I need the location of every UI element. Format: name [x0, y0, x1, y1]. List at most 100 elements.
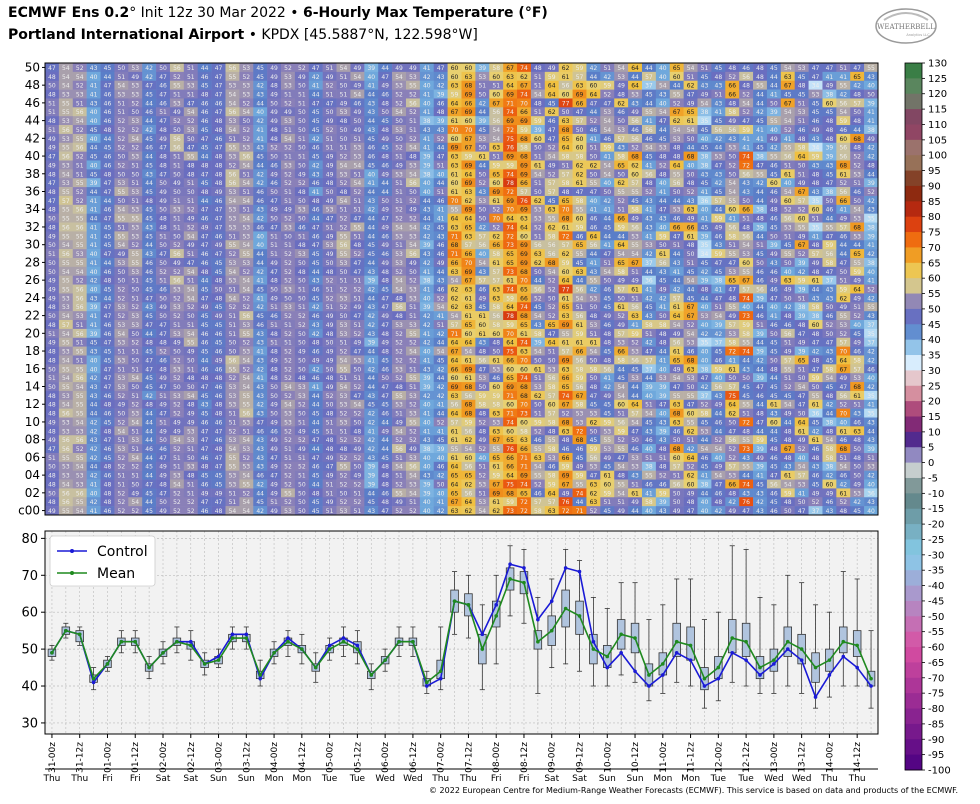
heat-cell-label: 40: [367, 171, 375, 178]
heat-cell-label: 53: [173, 286, 181, 293]
heat-cell-label: 44: [312, 419, 320, 426]
heat-cell-label: 63: [784, 278, 792, 285]
heat-cell: [794, 98, 809, 108]
heat-cell-label: 40: [423, 402, 431, 409]
heat-cell-label: 49: [215, 242, 223, 249]
heat-cell-label: 67: [492, 100, 500, 107]
heat-cell: [72, 151, 87, 161]
heat-cell-label: 48: [326, 180, 334, 187]
heat-cell: [308, 142, 323, 152]
heat-cell-label: 43: [645, 216, 653, 223]
heat-cell-label: 46: [784, 322, 792, 329]
heat-cell: [475, 71, 490, 82]
heat-cell-label: 52: [839, 402, 847, 409]
heat-cell-label: 59: [562, 260, 570, 267]
heat-cell: [294, 71, 310, 82]
heat-cell-label: 58: [701, 411, 709, 418]
heat-cell-label: 48: [701, 286, 709, 293]
heat-cell-label: 48: [826, 118, 834, 125]
heat-cell: [489, 80, 504, 90]
heat-cell-label: 61: [687, 233, 695, 240]
heat-cell: [156, 133, 171, 144]
heat-cell-label: 53: [284, 74, 292, 81]
heat-cell-label: 68: [562, 127, 570, 134]
heat-cell-label: 44: [631, 384, 639, 391]
heat-cell-label: 50: [326, 366, 334, 373]
heat-cell-label: 68: [465, 402, 473, 409]
heat-cell-label: 54: [187, 393, 195, 400]
heat-cell-label: 56: [784, 331, 792, 338]
heat-cell-label: 52: [354, 251, 362, 258]
heat-cell: [58, 89, 74, 99]
heat-cell: [45, 142, 60, 152]
heat-cell-label: 47: [104, 340, 112, 347]
heat-cell: [86, 98, 101, 108]
heat-cell-label: 52: [839, 180, 847, 187]
heat-cell: [544, 133, 559, 144]
heat-cell-label: 46: [381, 251, 389, 258]
heat-cell-label: 57: [784, 357, 792, 364]
heat-cell-label: 54: [62, 242, 70, 249]
heat-cell-label: 41: [867, 402, 875, 409]
heat-cell-label: 62: [631, 162, 639, 169]
heat-cell-label: 41: [423, 269, 431, 276]
heat-cell-label: 49: [812, 260, 820, 267]
heat-cell-label: 50: [173, 171, 181, 178]
heat-cell-label: 54: [118, 331, 126, 338]
heat-cell-label: 74: [742, 154, 750, 161]
heat-cell-label: 57: [631, 180, 639, 187]
heat-cell-label: 51: [76, 357, 84, 364]
heat-cell-label: 45: [784, 393, 792, 400]
heat-cell-label: 38: [812, 313, 820, 320]
heat-cell: [725, 80, 740, 90]
heat-cell-label: 49: [48, 295, 56, 302]
heat-cell-label: 61: [673, 304, 681, 311]
heat-cell: [697, 63, 712, 73]
heat-cell-label: 58: [617, 357, 625, 364]
heat-cell-label: 51: [229, 286, 237, 293]
heat-cell-label: 47: [104, 304, 112, 311]
heat-cell-label: 52: [326, 393, 334, 400]
heat-cell-label: 59: [603, 419, 611, 426]
heat-cell-label: 51: [284, 340, 292, 347]
heat-cell-label: 56: [839, 154, 847, 161]
heat-cell-label: 50: [48, 366, 56, 373]
heat-cell: [58, 107, 74, 117]
heat-cell: [739, 71, 754, 82]
heat-cell-label: 53: [340, 109, 348, 116]
heat-cell-label: 66: [562, 375, 570, 382]
heat-cell-label: 45: [145, 92, 153, 99]
heat-cell-label: 46: [576, 233, 584, 240]
heat-cell: [586, 142, 601, 152]
heat-cell: [239, 89, 254, 99]
heat-cell-label: 47: [159, 171, 167, 178]
heat-cell-label: 50: [270, 216, 278, 223]
heat-cell-label: 42: [645, 295, 653, 302]
heat-cell-label: 62: [520, 74, 528, 81]
heat-cell-label: 47: [381, 304, 389, 311]
heat-cell-label: 43: [256, 145, 264, 152]
heat-cell: [156, 63, 171, 73]
heat-cell: [780, 142, 795, 152]
heat-cell-label: 45: [367, 136, 375, 143]
heat-cell-label: 53: [229, 402, 237, 409]
heat-cell-label: 48: [853, 145, 861, 152]
heat-cell-label: 49: [48, 278, 56, 285]
heat-cell-label: 53: [62, 304, 70, 311]
heat-cell-label: 56: [173, 136, 181, 143]
heat-cell-label: 55: [742, 340, 750, 347]
heat-cell-label: 45: [784, 242, 792, 249]
heat-cell-label: 43: [478, 269, 486, 276]
heat-cell: [711, 80, 726, 90]
heat-cell-label: 44: [784, 419, 792, 426]
heat-cell: [211, 71, 226, 82]
heat-cell-label: 50: [687, 251, 695, 258]
heat-cell-label: 42: [423, 313, 431, 320]
heat-cell-label: 49: [770, 278, 778, 285]
heat-cell-label: 49: [326, 74, 334, 81]
heat-cell-label: 48: [48, 92, 56, 99]
heat-cell-label: 49: [326, 251, 334, 258]
heat-cell-label: 54: [409, 349, 417, 356]
heat-cell-label: 40: [423, 349, 431, 356]
heat-cell-label: 50: [298, 278, 306, 285]
